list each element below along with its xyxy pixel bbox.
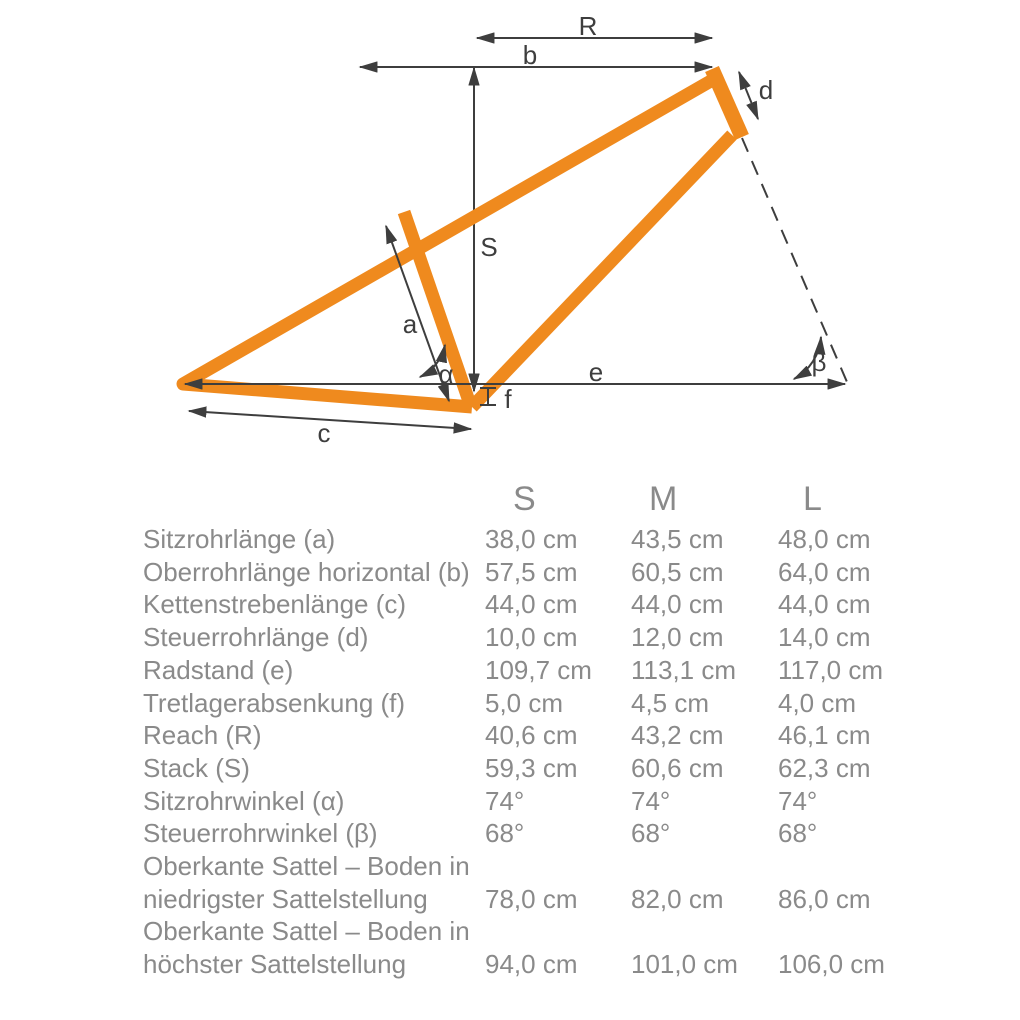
head-angle-label: β	[812, 347, 827, 377]
size-column-header-m: M	[649, 480, 678, 518]
frame-geometry-diagram: R b S d a α e f c β	[176, 11, 848, 448]
spec-value: 40,6 cm	[485, 720, 578, 751]
headtube-label: d	[759, 75, 773, 105]
toptube-label: b	[523, 40, 537, 70]
spec-value: 46,1 cm	[778, 720, 871, 751]
spec-label: Kettenstrebenlänge (c)	[143, 589, 407, 620]
spec-value: 5,0 cm	[485, 687, 564, 718]
spec-label: Oberkante Sattel – Boden in niedrigster …	[143, 851, 470, 914]
wheelbase-label: e	[589, 357, 603, 387]
bb-drop-label: f	[504, 384, 512, 414]
spec-label: Radstand (e)	[143, 654, 294, 685]
empty-header-cell	[143, 481, 485, 517]
spec-value: 60,5 cm	[631, 556, 724, 587]
spec-label: Oberrohrlänge horizontal (b)	[143, 556, 470, 587]
spec-value: 57,5 cm	[485, 556, 578, 587]
spec-value: 64,0 cm	[778, 556, 871, 587]
table-row: Oberkante Sattel – Boden in höchster Sat…	[143, 915, 885, 980]
spec-value: 44,0 cm	[485, 589, 578, 620]
size-column-header-l: L	[803, 480, 822, 518]
spec-value: 86,0 cm	[778, 883, 871, 914]
table-row: Oberkante Sattel – Boden in niedrigster …	[143, 850, 883, 915]
spec-value: 94,0 cm	[485, 949, 578, 980]
spec-label: Sitzrohrlänge (a)	[143, 524, 336, 554]
table-row: Steuerrohrwinkel (β) 68° 68° 68°	[143, 817, 883, 850]
spec-label: Steuerrohrlänge (d)	[143, 622, 369, 653]
spec-value: 101,0 cm	[631, 949, 738, 980]
table-row: Tretlagerabsenkung (f) 5,0 cm 4,5 cm 4,0…	[143, 687, 883, 720]
down-tube	[467, 130, 737, 412]
spec-value: 109,7 cm	[485, 654, 592, 685]
spec-value: 68°	[631, 818, 671, 849]
chainstay-and-seatstay-tubes	[176, 72, 720, 414]
seattube-label: a	[403, 309, 418, 339]
seat-angle-arc	[418, 343, 447, 378]
spec-label: Steuerrohrwinkel (β)	[143, 818, 378, 849]
spec-value: 12,0 cm	[631, 622, 724, 653]
table-row: Sitzrohrwinkel (α) 74° 74° 74°	[143, 785, 883, 818]
chainstay-dimension-line	[187, 406, 473, 434]
steering-axis-dashed-line	[741, 137, 848, 383]
spec-value: 62,3 cm	[778, 752, 871, 783]
table-row: Oberrohrlänge horizontal (b) 57,5 cm 60,…	[143, 556, 883, 589]
stack-label: S	[480, 232, 497, 262]
bb-drop-marker	[480, 387, 496, 406]
table-row: Radstand (e) 109,7 cm 113,1 cm 117,0 cm	[143, 654, 883, 687]
spec-value: 113,1 cm	[631, 654, 737, 685]
spec-value: 59,3 cm	[485, 752, 578, 783]
spec-value: 74°	[485, 785, 525, 816]
size-column-header-s: S	[513, 480, 536, 518]
spec-label: Sitzrohrwinkel (α)	[143, 785, 345, 816]
table-row: Reach (R) 40,6 cm 43,2 cm 46,1 cm	[143, 719, 883, 752]
spec-value: 44,0 cm	[631, 589, 724, 620]
spec-value: 60,6 cm	[631, 752, 724, 783]
spec-value: 48,0 cm	[778, 524, 871, 554]
spec-label: Reach (R)	[143, 720, 262, 751]
spec-value: 43,5 cm	[631, 524, 724, 554]
spec-value: 4,0 cm	[778, 687, 857, 718]
spec-value: 14,0 cm	[778, 622, 871, 653]
headtube-dimension-line	[738, 70, 759, 121]
table-row: Sitzrohrlänge (a) 38,0 cm 43,5 cm 48,0 c…	[143, 523, 883, 556]
spec-value: 4,5 cm	[631, 687, 710, 718]
table-row: Steuerrohrlänge (d) 10,0 cm 12,0 cm 14,0…	[143, 621, 883, 654]
spec-value: 44,0 cm	[778, 589, 871, 620]
table-row: Kettenstrebenlänge (c) 44,0 cm 44,0 cm 4…	[143, 588, 883, 621]
spec-value: 10,0 cm	[485, 622, 578, 653]
spec-value: 82,0 cm	[631, 883, 724, 914]
table-row: Stack (S) 59,3 cm 60,6 cm 62,3 cm	[143, 752, 883, 785]
head-tube	[705, 65, 749, 141]
spec-value: 78,0 cm	[485, 883, 578, 914]
spec-value: 68°	[778, 818, 818, 849]
chainstay-label: c	[318, 418, 331, 448]
geometry-table: S M L Sitzrohrlänge (a) 38,0 cm 43,5 cm …	[143, 481, 885, 981]
bike-frame	[176, 65, 749, 414]
spec-label: Stack (S)	[143, 752, 250, 783]
spec-value: 38,0 cm	[485, 524, 578, 554]
spec-value: 68°	[485, 818, 525, 849]
reach-label: R	[579, 11, 598, 41]
seat-angle-label: α	[438, 359, 453, 389]
head-angle-arc	[792, 335, 826, 380]
size-header-row: S M L	[143, 481, 883, 517]
spec-value: 106,0 cm	[778, 949, 885, 980]
spec-value: 117,0 cm	[778, 654, 884, 685]
spec-value: 43,2 cm	[631, 720, 724, 751]
spec-value: 74°	[778, 785, 818, 816]
spec-value: 74°	[631, 785, 671, 816]
spec-label: Oberkante Sattel – Boden in höchster Sat…	[143, 916, 470, 980]
spec-label: Tretlagerabsenkung (f)	[143, 687, 406, 718]
